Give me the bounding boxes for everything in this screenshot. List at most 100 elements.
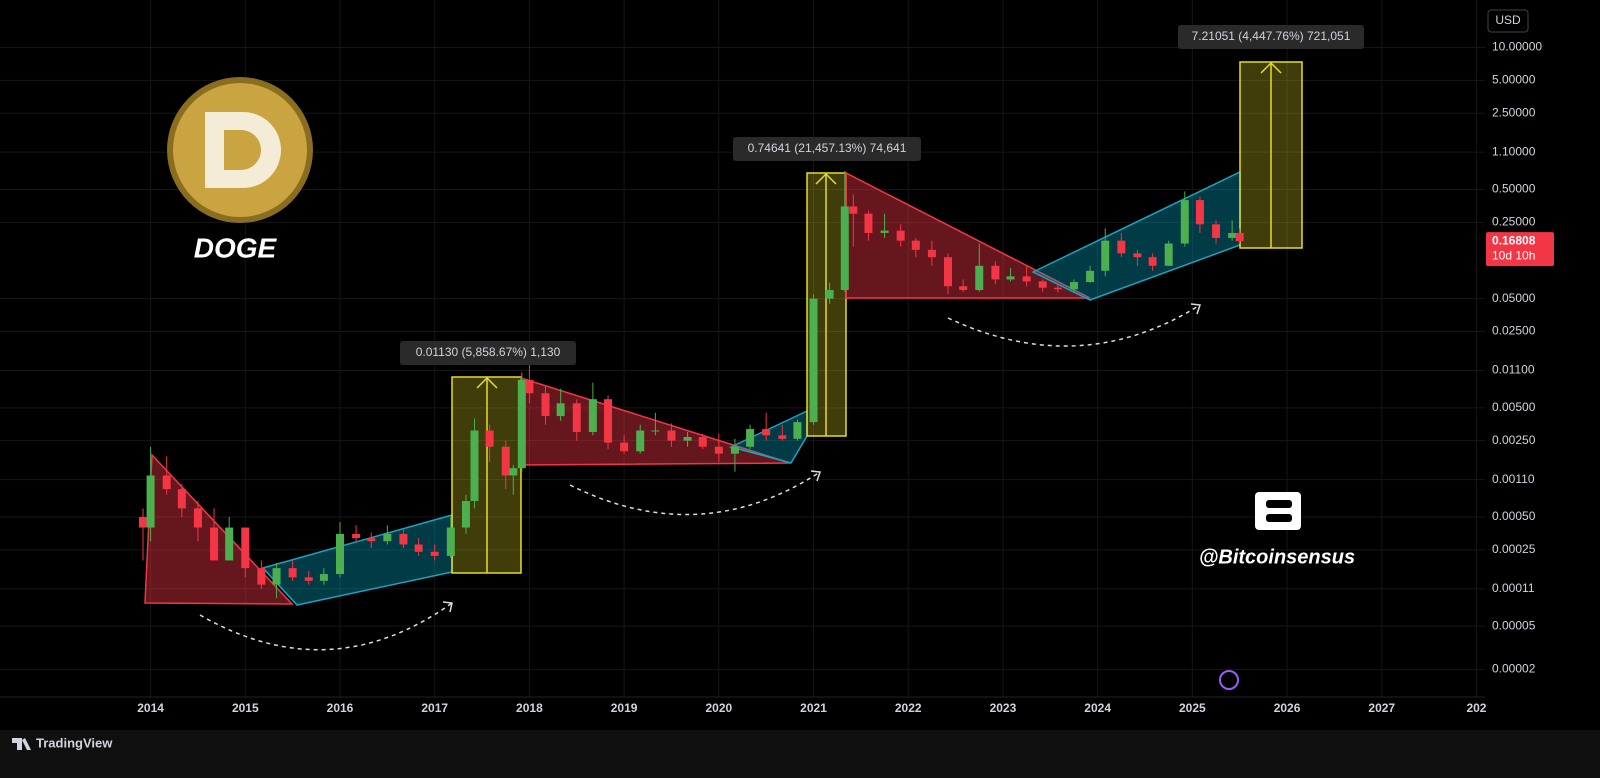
- candle-body: [1038, 281, 1047, 288]
- doge-logo: [167, 77, 313, 223]
- tv-logo: [12, 738, 31, 750]
- candle-body: [1235, 232, 1244, 242]
- candle-body: [896, 230, 905, 241]
- spark-icon: [1219, 670, 1239, 690]
- countdown: 10d 10h: [1492, 248, 1535, 262]
- candle-body: [864, 213, 873, 233]
- candle-body: [556, 403, 565, 417]
- candle-body: [1148, 257, 1157, 266]
- candle-body: [162, 475, 171, 490]
- candle-body: [193, 508, 202, 528]
- candle-body: [1006, 276, 1015, 280]
- candle-body: [651, 430, 660, 432]
- arrow-head: [810, 470, 822, 482]
- candle-body: [604, 399, 613, 443]
- candle-body: [399, 533, 408, 545]
- candle-body: [146, 475, 155, 528]
- footer-bar: [0, 730, 1600, 778]
- annotation: 0.74641 (21,457.13%) 74,641: [748, 141, 907, 155]
- currency[interactable]: USD: [1495, 13, 1521, 27]
- candle-body: [849, 206, 858, 214]
- annotation-box: [733, 137, 921, 161]
- candle-body: [139, 516, 148, 528]
- candle-body: [572, 403, 581, 433]
- candle-body: [383, 533, 392, 542]
- candle-body: [1133, 253, 1142, 258]
- candle-body: [840, 206, 849, 291]
- candle-body: [667, 430, 676, 441]
- candle-body: [352, 533, 361, 539]
- candle-body: [367, 538, 376, 542]
- candle-body: [825, 290, 834, 299]
- candle-body: [319, 574, 328, 581]
- candle-body: [588, 399, 597, 433]
- y-tick-label: 0.00025: [1492, 542, 1536, 556]
- candle-body: [1180, 200, 1189, 244]
- candle-body: [762, 428, 771, 436]
- footer-brand[interactable]: TradingView: [36, 735, 113, 750]
- candle-body: [1053, 287, 1062, 290]
- candle-body: [1228, 232, 1237, 238]
- candle-body: [975, 265, 984, 291]
- candle-body: [1069, 282, 1078, 290]
- y-tick-label: 0.00050: [1492, 509, 1536, 523]
- candle-body: [636, 430, 645, 452]
- candle-body: [210, 527, 219, 561]
- y-tick-label: 5.00000: [1492, 73, 1536, 87]
- y-tick-label: 2.50000: [1492, 105, 1536, 119]
- candle-body: [778, 435, 787, 439]
- candle-body: [991, 265, 1000, 280]
- candle-body: [944, 257, 953, 287]
- candle-body: [809, 298, 818, 423]
- x-tick-label: 202: [1466, 701, 1486, 715]
- currency-box[interactable]: [1487, 9, 1529, 33]
- coin-letter: [205, 112, 281, 188]
- x-tick-label: 2017: [421, 701, 448, 715]
- candles: [139, 170, 1244, 599]
- brand-mark: [1255, 492, 1301, 530]
- candle-body: [1164, 243, 1173, 266]
- watermark: @Bitcoinsensus: [1199, 546, 1355, 568]
- x-tick-label: 2018: [516, 701, 543, 715]
- y-tick-label: 0.01100: [1492, 363, 1535, 377]
- x-tick-label: 2015: [232, 701, 259, 715]
- y-tick-label: 10.00000: [1492, 40, 1542, 54]
- brand-mark-cut: [1266, 514, 1292, 522]
- candle-body: [461, 501, 470, 528]
- candle-body: [730, 446, 739, 454]
- candle-body: [1101, 240, 1110, 271]
- candle-body: [880, 230, 889, 233]
- annotation-box: [400, 341, 576, 365]
- x-tick-label: 2020: [705, 701, 732, 715]
- candle-body: [470, 430, 479, 502]
- candle-body: [485, 430, 494, 447]
- candle-body: [257, 568, 266, 585]
- candle-body: [683, 437, 692, 441]
- y-tick-label: 0.00002: [1492, 662, 1536, 676]
- arrow-head: [476, 376, 498, 389]
- candle-body: [1086, 270, 1095, 283]
- brand-logo: [1255, 492, 1301, 530]
- candle-body: [177, 489, 186, 509]
- x-tick-label: 2019: [611, 701, 638, 715]
- candle-body: [446, 527, 455, 556]
- candle-body: [517, 379, 526, 469]
- candle-body: [746, 428, 755, 447]
- candle-body: [414, 544, 423, 552]
- arrow-head: [1190, 303, 1202, 315]
- price-marker-box: [1486, 232, 1554, 267]
- candle-body: [272, 568, 281, 585]
- candle-body: [288, 568, 297, 578]
- candle-body: [714, 446, 723, 454]
- arrow-head: [1260, 61, 1282, 74]
- x-tick-label: 2024: [1084, 701, 1111, 715]
- x-tick-label: 2021: [800, 701, 827, 715]
- brand-mark-cut: [1266, 500, 1292, 508]
- x-tick-label: 2014: [137, 701, 164, 715]
- candle-body: [501, 446, 510, 476]
- candle-body: [525, 379, 534, 394]
- y-tick-label: 0.50000: [1492, 182, 1536, 196]
- x-tick-label: 2022: [895, 701, 922, 715]
